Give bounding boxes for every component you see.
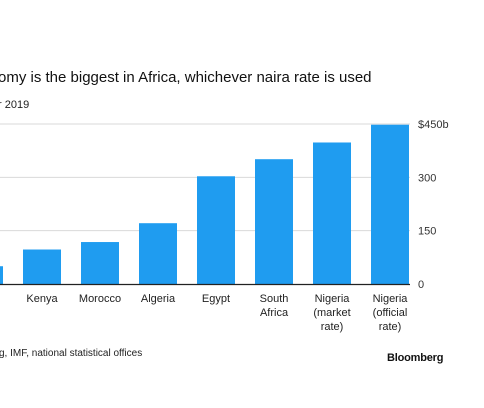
x-category-label: Egypt: [202, 293, 230, 305]
chart-title: omy is the biggest in Africa, whichever …: [0, 69, 372, 86]
x-category-label: Africa: [260, 307, 289, 319]
y-tick-label: 0: [418, 279, 424, 291]
x-category-label: Kenya: [26, 293, 58, 305]
x-category-label: Nigeria: [373, 293, 409, 305]
bar: [255, 159, 293, 284]
bar: [81, 242, 119, 284]
bar: [0, 266, 3, 284]
x-category-label: Morocco: [79, 293, 121, 305]
bar: [23, 249, 61, 284]
x-category-label: Nigeria: [315, 293, 351, 305]
y-tick-label: 300: [418, 172, 436, 184]
y-tick-label: $450b: [418, 119, 449, 131]
y-tick-label: 150: [418, 226, 436, 238]
x-category-label: Algeria: [141, 293, 176, 305]
x-category-label: rate): [321, 321, 344, 333]
brand-logo: Bloomberg: [387, 352, 444, 364]
chart-subtitle: r 2019: [0, 99, 30, 111]
x-category-label: (official: [373, 307, 408, 319]
bar: [139, 223, 177, 284]
x-category-label: rate): [379, 321, 402, 333]
bar: [371, 124, 409, 284]
bar: [197, 176, 235, 284]
x-category-label: South: [260, 293, 289, 305]
x-category-label: (market: [313, 307, 350, 319]
bar: [313, 142, 351, 284]
source-note: g, IMF, national statistical offices: [0, 348, 143, 359]
